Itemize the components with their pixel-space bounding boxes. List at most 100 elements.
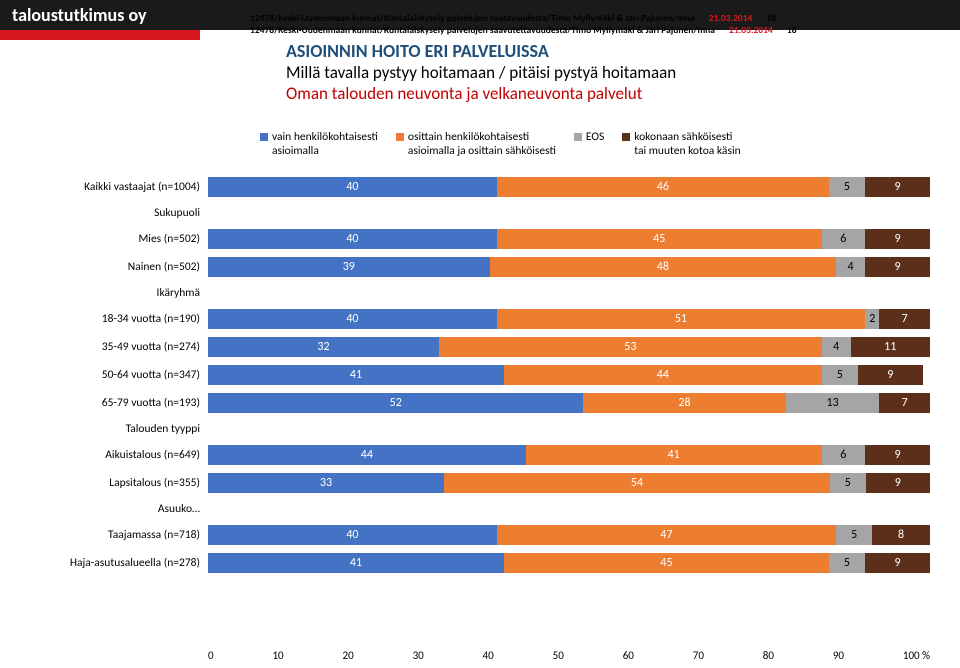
bar-segment: 9 <box>865 553 930 573</box>
bar-segment: 41 <box>208 365 504 385</box>
axis-tick: 80 <box>763 649 774 662</box>
row-label: 35-49 vuotta (n=274) <box>30 340 208 354</box>
bar-segment: 48 <box>490 257 837 277</box>
legend-label: kokonaan sähköisestitai muuten kotoa käs… <box>634 130 740 158</box>
bar-segment: 40 <box>208 177 497 197</box>
row-label: Talouden tyyppi <box>30 422 208 436</box>
row-label: 18-34 vuotta (n=190) <box>30 312 208 326</box>
title-sub2: Oman talouden neuvonta ja velkaneuvonta … <box>286 83 676 104</box>
data-row: 18-34 vuotta (n=190)405127 <box>30 307 930 331</box>
row-bars <box>208 419 930 439</box>
bar-segment: 28 <box>583 393 785 413</box>
title-main: ASIOINNIN HOITO ERI PALVELUISSA <box>286 40 676 62</box>
section-row: Talouden tyyppi <box>30 419 930 439</box>
bar-segment: 52 <box>208 393 583 413</box>
bar-segment: 41 <box>208 553 504 573</box>
bar-segment: 5 <box>836 525 872 545</box>
bar-segment: 7 <box>879 309 930 329</box>
bar-segment: 7 <box>879 393 930 413</box>
bar-segment: 40 <box>208 229 497 249</box>
crumb-date-0: 21.03.2014 <box>709 12 753 24</box>
crumb-text-0: 12478/Keski-Uudenmaan kunnat/Kuntalaisky… <box>250 12 695 24</box>
bar-segment: 5 <box>830 473 866 493</box>
bar-segment: 9 <box>858 365 923 385</box>
data-row: 65-79 vuotta (n=193)5228137 <box>30 391 930 415</box>
axis-tick: 90 <box>833 649 844 662</box>
data-row: Nainen (n=502)394849 <box>30 255 930 279</box>
data-row: Taajamassa (n=718)404758 <box>30 523 930 547</box>
axis-tick: 30 <box>413 649 424 662</box>
title-block: ASIOINNIN HOITO ERI PALVELUISSA Millä ta… <box>286 40 676 104</box>
row-bars <box>208 499 930 519</box>
red-accent-bar <box>0 30 200 40</box>
bar-segment: 4 <box>822 337 851 357</box>
row-bars: 414559 <box>208 553 930 573</box>
bar-segment: 11 <box>851 337 930 357</box>
row-bars <box>208 203 930 223</box>
legend-label: vain henkilökohtaisestiasioimalla <box>272 130 378 158</box>
bar-segment: 5 <box>829 177 865 197</box>
legend-swatch <box>396 133 404 141</box>
row-bars: 444169 <box>208 445 930 465</box>
bar-segment: 8 <box>872 525 930 545</box>
bar-segment: 9 <box>866 473 930 493</box>
section-row: Ikäryhmä <box>30 283 930 303</box>
row-bars: 404659 <box>208 177 930 197</box>
bar-segment: 9 <box>865 177 930 197</box>
data-row: Mies (n=502)404569 <box>30 227 930 251</box>
bar-segment: 4 <box>836 257 865 277</box>
legend-item: vain henkilökohtaisestiasioimalla <box>260 130 378 158</box>
bar-segment: 6 <box>822 445 865 465</box>
row-bars: 405127 <box>208 309 930 329</box>
row-label: Aikuistalous (n=649) <box>30 448 208 462</box>
row-bars: 404758 <box>208 525 930 545</box>
bar-segment: 9 <box>865 229 930 249</box>
bar-segment: 51 <box>497 309 865 329</box>
data-row: Kaikki vastaajat (n=1004)404659 <box>30 175 930 199</box>
row-label: Mies (n=502) <box>30 232 208 246</box>
bar-segment: 32 <box>208 337 439 357</box>
bar-segment: 39 <box>208 257 490 277</box>
row-bars: 5228137 <box>208 393 930 413</box>
axis-tick: 100 <box>903 649 930 662</box>
legend-label: EOS <box>586 130 604 144</box>
data-row: Haja-asutusalueella (n=278)414559 <box>30 551 930 575</box>
chart-legend: vain henkilökohtaisestiasioimalla osittai… <box>260 130 741 158</box>
legend-item: kokonaan sähköisestitai muuten kotoa käs… <box>622 130 740 158</box>
bar-segment: 2 <box>865 309 879 329</box>
legend-swatch <box>574 133 582 141</box>
section-row: Asuuko… <box>30 499 930 519</box>
row-label: Haja-asutusalueella (n=278) <box>30 556 208 570</box>
legend-swatch <box>260 133 268 141</box>
row-bars: 335459 <box>208 473 930 493</box>
bar-segment: 40 <box>208 525 497 545</box>
data-row: 35-49 vuotta (n=274)3253411 <box>30 335 930 359</box>
stacked-bar-chart: Kaikki vastaajat (n=1004)404659Sukupuoli… <box>30 175 930 579</box>
bar-segment: 47 <box>497 525 836 545</box>
bar-segment: 5 <box>822 365 858 385</box>
row-label: Asuuko… <box>30 502 208 516</box>
bar-segment: 5 <box>829 553 865 573</box>
data-row: Lapsitalous (n=355)335459 <box>30 471 930 495</box>
row-label: 50-64 vuotta (n=347) <box>30 368 208 382</box>
row-bars: 404569 <box>208 229 930 249</box>
data-row: Aikuistalous (n=649)444169 <box>30 443 930 467</box>
bar-segment: 45 <box>497 229 822 249</box>
row-label: Kaikki vastaajat (n=1004) <box>30 180 208 194</box>
row-bars: 3253411 <box>208 337 930 357</box>
section-row: Sukupuoli <box>30 203 930 223</box>
title-sub1: Millä tavalla pystyy hoitamaan / pitäisi… <box>286 62 676 83</box>
bar-segment: 40 <box>208 309 497 329</box>
bar-segment: 53 <box>439 337 822 357</box>
axis-tick: 10 <box>272 649 283 662</box>
legend-swatch <box>622 133 630 141</box>
crumb-page-1: 18 <box>787 24 797 36</box>
legend-item: osittain henkilökohtaisestiasioimalla ja… <box>396 130 556 158</box>
crumb-text-1: 12478/Keski-Uudenmaan kunnat/Kuntalaisky… <box>250 24 715 36</box>
row-label: 65-79 vuotta (n=193) <box>30 396 208 410</box>
legend-label: osittain henkilökohtaisestiasioimalla ja… <box>408 130 556 158</box>
axis-tick: 50 <box>553 649 564 662</box>
row-bars <box>208 283 930 303</box>
axis-tick: 40 <box>483 649 494 662</box>
bar-segment: 45 <box>504 553 829 573</box>
